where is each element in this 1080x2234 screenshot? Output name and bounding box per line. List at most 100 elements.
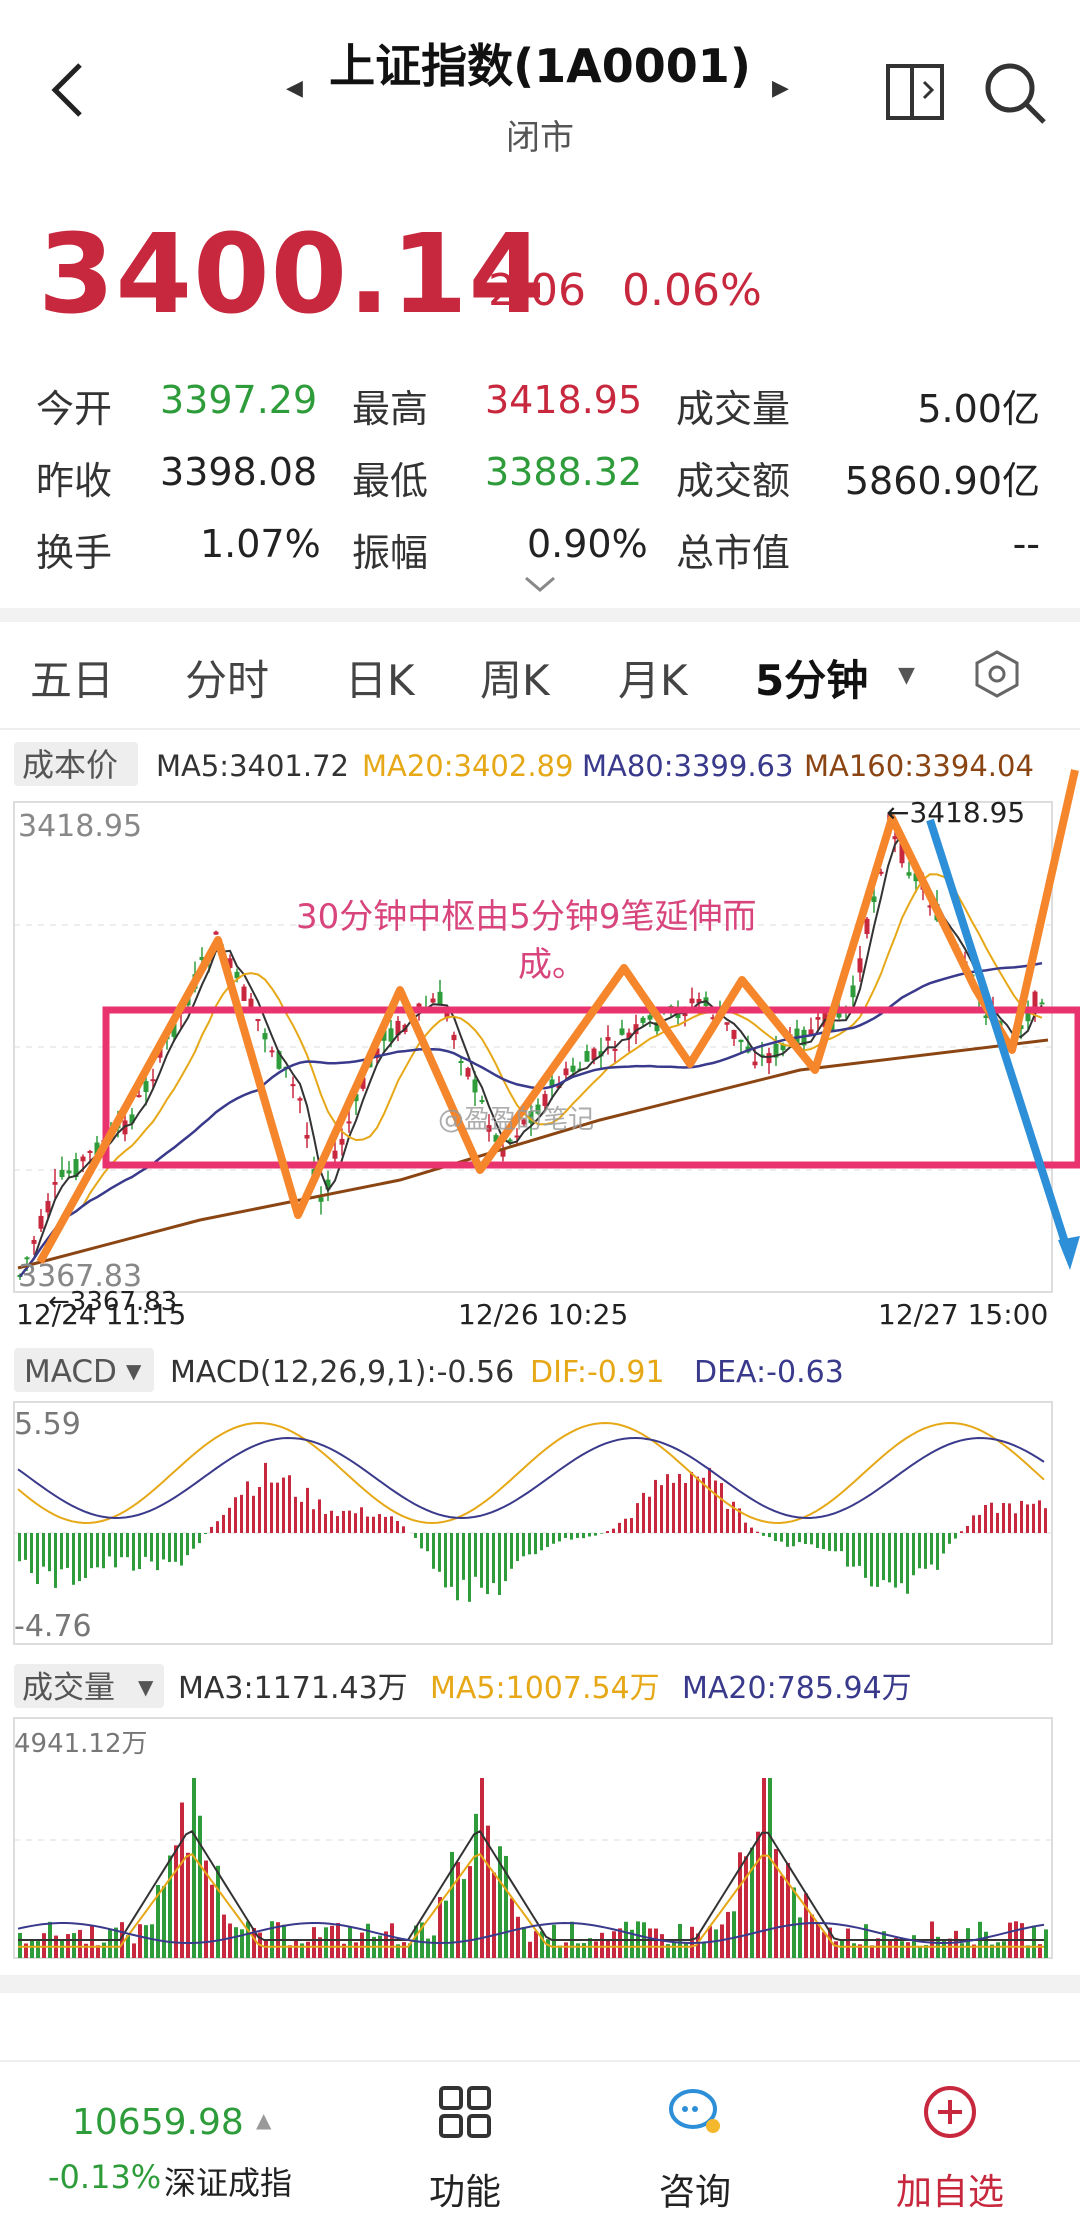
volume-bar	[84, 1943, 88, 1958]
volume-bar	[888, 1939, 892, 1958]
tab-monthly-k[interactable]: 月K	[618, 656, 688, 705]
candle-body	[570, 1065, 576, 1072]
tab-intraday[interactable]: 分时	[185, 656, 270, 705]
candle-body	[262, 1033, 268, 1040]
low-value: 3388.32	[485, 450, 643, 494]
back-arrow-icon[interactable]	[40, 55, 100, 125]
settings-hex-icon[interactable]	[972, 649, 1022, 699]
volume-bar	[234, 1927, 238, 1958]
candle-body	[94, 1142, 100, 1157]
macd-bar	[240, 1494, 243, 1533]
tab-5min[interactable]: 5分钟	[755, 656, 869, 705]
macd-bar	[702, 1477, 705, 1533]
macd-bar	[354, 1513, 357, 1533]
watermark: @盈盈的笔记	[438, 1105, 594, 1135]
candle-body	[514, 1135, 520, 1138]
candle-body	[598, 1051, 604, 1057]
macd-bar	[1038, 1500, 1041, 1533]
dea-line	[17, 1436, 1045, 1520]
annotation-text-line2: 成。	[518, 945, 586, 985]
related-index-name[interactable]: 深证成指	[164, 2164, 293, 2202]
volume-bar	[768, 1778, 772, 1958]
ma3-volume: MA3:1171.43万	[178, 1671, 408, 1706]
function-label: 功能	[428, 2172, 501, 2213]
volume-bar	[90, 1925, 94, 1958]
macd-plot-frame	[13, 1401, 1053, 1645]
candle-body	[738, 1039, 744, 1043]
candle-body	[143, 1081, 149, 1092]
macd-bar	[936, 1533, 939, 1570]
macd-bar	[630, 1518, 633, 1533]
candle-body	[654, 1022, 660, 1032]
stroke-zigzag-line	[36, 769, 1079, 1264]
macd-value: MACD(12,26,9,1):-0.56	[170, 1355, 514, 1390]
expand-chevron-icon[interactable]	[522, 574, 558, 596]
candle-body	[563, 1068, 569, 1076]
macd-button[interactable]	[14, 1348, 154, 1392]
macd-bar	[792, 1533, 795, 1547]
macd-bar	[504, 1533, 507, 1582]
volume-bar	[762, 1778, 766, 1958]
consult-button[interactable]: 咨询	[630, 2082, 760, 2215]
candle-body	[619, 1028, 625, 1035]
macd-bar	[570, 1533, 573, 1540]
dea-value: DEA:-0.63	[694, 1355, 844, 1390]
volume-max-label: 4941.12万	[14, 1729, 148, 1759]
macd-bar	[744, 1522, 747, 1533]
macd-bar	[84, 1533, 87, 1578]
prev-stock-icon[interactable]: ◀	[286, 76, 303, 101]
volume-bar	[732, 1911, 736, 1958]
dropdown-triangle-icon[interactable]: ▼	[898, 663, 915, 688]
function-button[interactable]: 功能	[400, 2082, 530, 2215]
macd-bar	[462, 1533, 465, 1580]
ma3-volume-line	[18, 1829, 1044, 1941]
macd-bar	[276, 1482, 279, 1533]
volume-bar	[168, 1855, 172, 1958]
volume-bar	[714, 1929, 718, 1958]
macd-bar	[942, 1533, 945, 1554]
candle-body	[724, 1022, 730, 1025]
macd-bar	[564, 1533, 567, 1538]
search-icon[interactable]	[980, 58, 1050, 128]
volume-bar	[222, 1914, 226, 1958]
ma80-line	[19, 961, 1043, 1278]
macd-bar	[348, 1510, 351, 1533]
macd-bar	[558, 1533, 561, 1542]
macd-dropdown-icon[interactable]: ▼	[126, 1359, 142, 1383]
tab-daily-k[interactable]: 日K	[345, 656, 415, 705]
macd-bar	[372, 1516, 375, 1533]
volume-bar	[474, 1813, 478, 1958]
macd-bar	[42, 1533, 45, 1567]
prev-close-value: 3398.08	[160, 450, 318, 494]
macd-bar	[486, 1533, 489, 1595]
macd-bar	[738, 1508, 741, 1533]
layout-switch-icon[interactable]	[880, 58, 950, 128]
volume-bar	[468, 1866, 472, 1958]
tab-weekly-k[interactable]: 周K	[480, 656, 550, 705]
macd-bar	[60, 1533, 63, 1570]
macd-bar	[252, 1495, 255, 1533]
tab-five-day[interactable]: 五日	[30, 656, 115, 705]
volume-bar	[486, 1825, 490, 1958]
cost-price-button[interactable]	[14, 742, 138, 786]
macd-bar	[858, 1533, 861, 1566]
add-watchlist-button[interactable]: 加自选	[880, 2082, 1020, 2215]
candle-body	[752, 1061, 758, 1066]
macd-bar	[606, 1531, 609, 1533]
market-cap-value: --	[1012, 522, 1040, 566]
macd-bar	[234, 1497, 237, 1533]
ma5-volume-line	[18, 1852, 1044, 1948]
kline-chart[interactable]: 成本价 MA5:3401.72 MA20:3402.89 MA80:3399.6…	[0, 735, 1080, 1975]
volume-bar	[738, 1852, 742, 1958]
market-cap-label: 总市值	[676, 531, 791, 575]
volume-bar	[804, 1893, 808, 1958]
related-index-value[interactable]: 10659.98	[72, 2102, 244, 2143]
volume-dropdown-icon[interactable]: ▼	[138, 1675, 154, 1699]
volume-bar	[504, 1855, 508, 1958]
macd-bar	[828, 1533, 831, 1551]
candle-body	[24, 1257, 30, 1260]
next-stock-icon[interactable]: ▶	[772, 76, 789, 101]
volume-button[interactable]	[14, 1664, 164, 1708]
candle-body	[213, 931, 219, 935]
macd-bar	[846, 1533, 849, 1567]
